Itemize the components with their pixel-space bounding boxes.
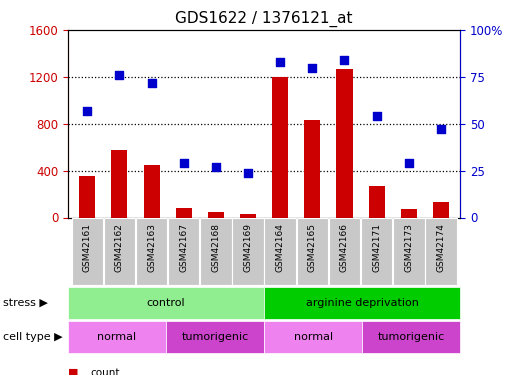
Bar [200,217,232,285]
Point [437,126,445,132]
Text: stress ▶: stress ▶ [3,298,48,308]
Bar [433,202,449,217]
Text: arginine deprivation: arginine deprivation [306,298,418,308]
Point [212,164,220,170]
Text: GSM42171: GSM42171 [372,223,381,272]
Text: GSM42167: GSM42167 [179,223,188,272]
Bar [240,214,256,217]
Bar [393,217,425,285]
Text: GSM42174: GSM42174 [437,223,446,272]
Bar [401,209,417,218]
Text: GSM42169: GSM42169 [244,223,253,272]
Bar [297,217,328,285]
Title: GDS1622 / 1376121_at: GDS1622 / 1376121_at [175,11,353,27]
Text: GSM42163: GSM42163 [147,223,156,272]
Bar [111,150,128,217]
Point [147,80,156,86]
Text: ■: ■ [68,368,78,375]
Text: GSM42164: GSM42164 [276,223,285,272]
Point [83,108,92,114]
Point [179,160,188,166]
Text: control: control [147,298,185,308]
Bar [104,217,135,285]
Bar [232,217,264,285]
Text: GSM42161: GSM42161 [83,223,92,272]
Text: normal: normal [97,332,137,342]
Point [340,57,349,63]
Text: normal: normal [293,332,333,342]
Point [372,113,381,119]
Text: GSM42165: GSM42165 [308,223,317,272]
Text: cell type ▶: cell type ▶ [3,332,62,342]
Text: count: count [90,368,119,375]
Bar [176,208,192,218]
Text: GSM42173: GSM42173 [404,223,413,272]
Bar [329,217,360,285]
Bar [208,211,224,217]
Bar [79,177,95,218]
Text: tumorigenic: tumorigenic [378,332,445,342]
Text: GSM42168: GSM42168 [211,223,220,272]
Text: GSM42166: GSM42166 [340,223,349,272]
Text: GSM42162: GSM42162 [115,223,124,272]
Bar [361,217,392,285]
Bar [143,165,160,218]
Bar [72,217,103,285]
Bar [369,186,385,218]
Bar [304,120,321,218]
Point [115,72,123,78]
Point [276,59,285,65]
Bar [136,217,167,285]
Text: tumorigenic: tumorigenic [181,332,249,342]
Point [405,160,413,166]
Bar [265,217,296,285]
Bar [425,217,457,285]
Bar [168,217,199,285]
Point [308,64,316,70]
Bar [272,77,288,218]
Bar [336,69,353,218]
Point [244,170,252,176]
